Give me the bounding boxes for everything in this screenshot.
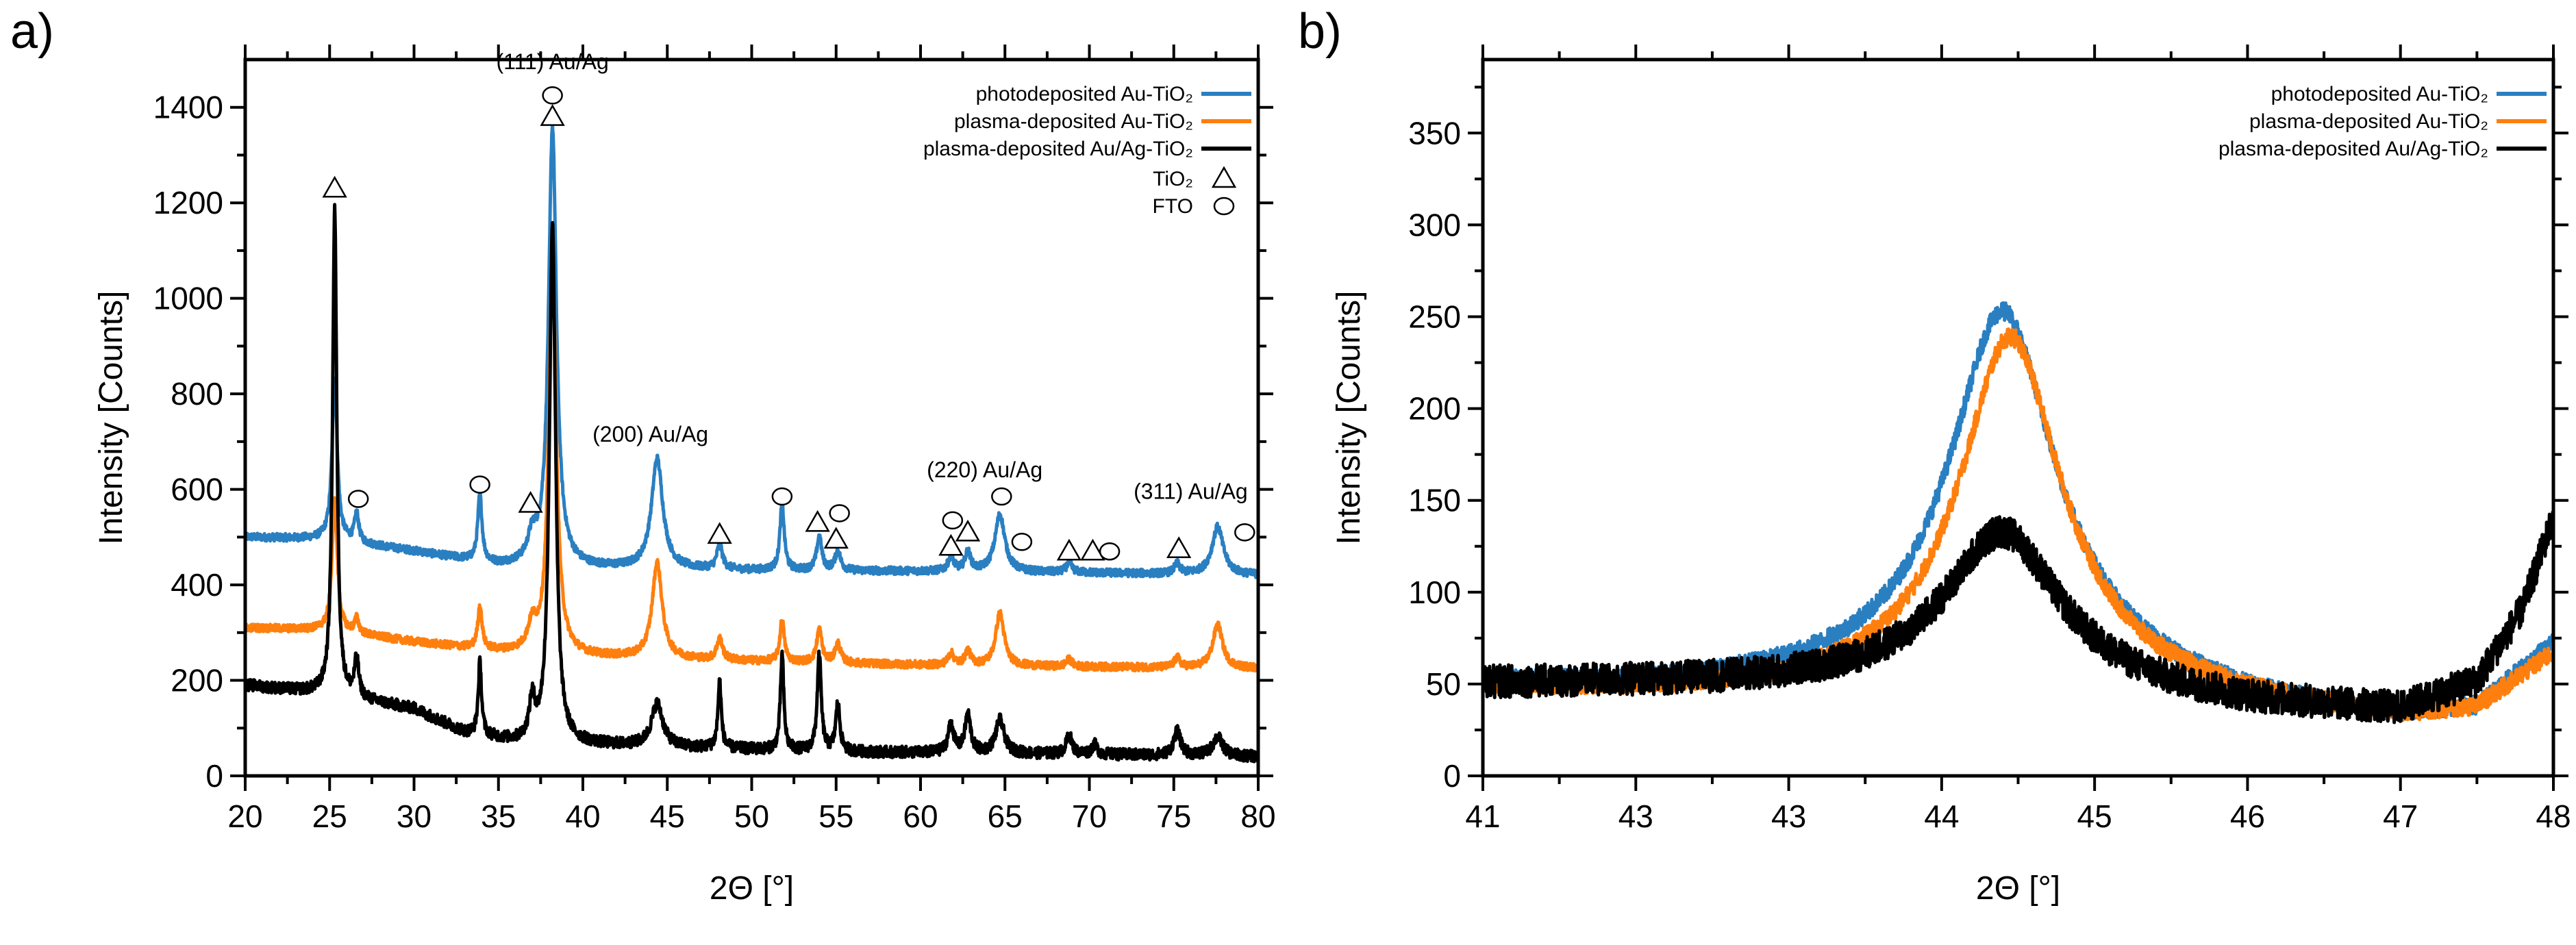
tio2-triangle-marker [540, 104, 565, 126]
fto-circle-marker [469, 475, 490, 494]
x-tick-label: 55 [818, 798, 853, 834]
tio2-triangle-marker [707, 522, 732, 544]
x-tick-label: 80 [1240, 798, 1275, 834]
series-line-0 [1481, 301, 2555, 722]
peak-annotation: (111) Au/Ag [497, 49, 609, 74]
fto-circle-marker [829, 504, 850, 522]
x-tick-label: 40 [565, 798, 600, 834]
series-line-1 [244, 248, 1260, 673]
panel-b-label: b) [1298, 4, 1342, 59]
fto-circle-marker [771, 487, 793, 506]
legend-label: plasma-deposited Au/Ag-TiO₂ [923, 138, 1193, 160]
x-tick-label: 43 [1771, 798, 1806, 834]
x-tick-label: 25 [312, 798, 347, 834]
y-tick-label: 1000 [153, 281, 223, 316]
y-tick-label: 0 [1443, 758, 1461, 794]
x-tick-label: 70 [1072, 798, 1107, 834]
y-tick-label: 800 [171, 376, 223, 412]
x-tick-label: 35 [481, 798, 516, 834]
x-tick-label: 65 [988, 798, 1023, 834]
panel-b-y-title: Intensity [Counts] [1331, 291, 1367, 545]
x-tick-label: 48 [2536, 798, 2571, 834]
panel-b: b) 41 43 43 44 45 46 47 48 0 50 100 150 200 250 300 350… [1298, 4, 2571, 907]
fto-circle-marker [1234, 523, 1255, 542]
legend-triangle-icon [1211, 166, 1237, 188]
y-tick-label: 1400 [153, 90, 223, 125]
series-line-2 [243, 203, 1260, 764]
legend-label: plasma-deposited Au-TiO₂ [2249, 110, 2488, 133]
fto-circle-marker [942, 511, 964, 530]
peak-annotation: (200) Au/Ag [592, 422, 708, 446]
x-tick-label: 44 [1924, 798, 1959, 834]
panel-a-annotations: (111) Au/Ag (200) Au/Ag (220) Au/Ag (311) A… [497, 49, 1248, 504]
y-tick-label: 250 [1408, 299, 1461, 334]
y-tick-label: 0 [205, 758, 223, 794]
panel-a: a) 20 25 30 35 40 45 50 55 60 65 70 75 8002004006008… [10, 4, 1276, 907]
panel-b-curves [1481, 301, 2555, 724]
panel-a-markers [322, 86, 1255, 561]
legend-label: plasma-deposited Au/Ag-TiO₂ [2218, 138, 2488, 160]
panel-a-ticks: 20 25 30 35 40 45 50 55 60 65 70 75 8002004006008001… [153, 45, 1276, 834]
tio2-triangle-marker [938, 533, 964, 556]
x-tick-label: 75 [1156, 798, 1191, 834]
panel-a-x-title: 2Θ [°] [710, 870, 794, 907]
panel-a-label: a) [10, 4, 54, 59]
legend-label: plasma-deposited Au-TiO₂ [954, 110, 1193, 133]
panel-a-y-title: Intensity [Counts] [93, 291, 129, 545]
panel-a-legend: photodeposited Au-TiO₂ plasma-deposited A… [923, 83, 1251, 218]
legend-label: photodeposited Au-TiO₂ [2271, 83, 2488, 105]
x-tick-label: 45 [650, 798, 685, 834]
x-tick-label: 30 [397, 798, 432, 834]
x-tick-label: 20 [227, 798, 262, 834]
series-line-0 [243, 123, 1260, 579]
x-tick-label: 46 [2230, 798, 2265, 834]
y-tick-label: 350 [1408, 115, 1461, 151]
peak-annotation: (311) Au/Ag [1134, 479, 1248, 504]
fto-circle-marker [542, 86, 563, 105]
panel-b-x-title: 2Θ [°] [1976, 870, 2060, 907]
tio2-triangle-marker [322, 175, 347, 198]
tio2-triangle-marker [1080, 538, 1105, 561]
tio2-triangle-marker [955, 519, 981, 542]
x-tick-label: 60 [903, 798, 938, 834]
x-tick-label: 43 [1618, 798, 1653, 834]
x-tick-label: 45 [2077, 798, 2112, 834]
legend-label: FTO [1153, 195, 1193, 218]
y-tick-label: 50 [1426, 666, 1461, 702]
panel-b-frame [1481, 58, 2555, 778]
x-tick-label: 50 [734, 798, 769, 834]
legend-circle-icon [1213, 197, 1235, 216]
panel-a-curves [243, 123, 1260, 764]
y-tick-label: 600 [171, 472, 223, 507]
peak-annotation: (220) Au/Ag [927, 457, 1042, 482]
x-tick-label: 41 [1465, 798, 1500, 834]
y-tick-label: 400 [171, 567, 223, 603]
tio2-triangle-marker [1056, 538, 1082, 561]
y-tick-label: 100 [1408, 575, 1461, 610]
tio2-triangle-marker [805, 509, 830, 532]
legend-label: photodeposited Au-TiO₂ [976, 83, 1193, 105]
fto-circle-marker [347, 490, 369, 508]
fto-circle-marker [991, 487, 1012, 506]
tio2-triangle-marker [518, 491, 543, 513]
series-line-1 [1481, 327, 2555, 722]
tio2-triangle-marker [1166, 536, 1192, 559]
panel-b-ticks: 41 43 43 44 45 46 47 48 0 50 100 150 200 250 300 350 [1408, 45, 2571, 834]
panel-a-frame [243, 58, 1260, 778]
tio2-triangle-marker [823, 527, 849, 549]
fto-circle-marker [1011, 533, 1033, 551]
y-tick-label: 150 [1408, 483, 1461, 518]
series-line-2 [1481, 510, 2555, 724]
y-tick-label: 300 [1408, 207, 1461, 242]
x-tick-label: 47 [2383, 798, 2418, 834]
panel-b-legend: photodeposited Au-TiO₂ plasma-deposited A… [2218, 83, 2547, 160]
fto-circle-marker [1099, 542, 1121, 561]
y-tick-label: 200 [171, 663, 223, 698]
y-tick-label: 1200 [153, 185, 223, 220]
legend-label: TiO₂ [1153, 168, 1193, 190]
y-tick-label: 200 [1408, 391, 1461, 427]
